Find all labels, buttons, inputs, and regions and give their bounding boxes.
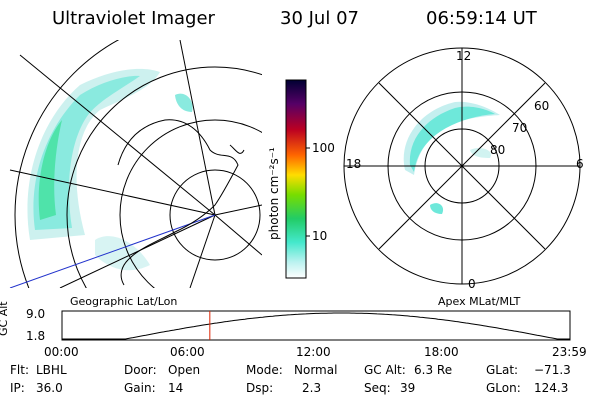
glat-label: GLat: — [486, 363, 519, 377]
mlt-label-18: 18 — [346, 157, 362, 171]
colorbar-tick-100: 100 — [312, 141, 335, 155]
altitude-ymin: 1.8 — [26, 329, 46, 343]
altitude-axis-label: GC Alt — [0, 301, 10, 336]
door-label: Door: — [124, 363, 157, 377]
dsp-value: 2.3 — [302, 381, 322, 395]
time-tick-0600: 06:00 — [170, 345, 205, 359]
gain-value: 14 — [168, 381, 184, 395]
geo-aurora-emission — [27, 68, 193, 271]
instrument-title: Ultraviolet Imager — [52, 8, 215, 29]
gain-label: Gain: — [124, 381, 156, 395]
seq-label: Seq: — [364, 381, 391, 395]
colorbar — [285, 79, 310, 279]
colorbar-tick-10: 10 — [312, 229, 328, 243]
mlt-label-6: 6 — [576, 157, 584, 171]
gcalt-value: 6.3 Re — [414, 363, 453, 377]
time-label: 06:59:14 UT — [426, 8, 537, 29]
polar-panel-label: Apex MLat/MLT — [438, 295, 521, 308]
time-tick-2359: 23:59 — [552, 345, 587, 359]
geographic-panel-label: Geographic Lat/Lon — [70, 295, 178, 308]
mlat-label-70: 70 — [512, 121, 528, 135]
altitude-strip — [61, 310, 571, 341]
time-tick-1800: 18:00 — [424, 345, 459, 359]
geographic-panel — [9, 40, 262, 288]
mlt-label-0: 0 — [468, 277, 476, 291]
seq-value: 39 — [400, 381, 416, 395]
mlt-label-12: 12 — [456, 49, 472, 63]
time-tick-1200: 12:00 — [296, 345, 331, 359]
dsp-label: Dsp: — [246, 381, 274, 395]
ip-value: 36.0 — [36, 381, 63, 395]
mode-label: Mode: — [246, 363, 283, 377]
polar-aurora-emission — [403, 101, 500, 214]
filter-label: Flt: — [10, 363, 29, 377]
mlat-label-80: 80 — [490, 143, 506, 157]
polar-panel — [343, 47, 581, 285]
gcalt-label: GC Alt: — [364, 363, 406, 377]
colorbar-unit-label: photon cm⁻²s⁻¹ — [267, 147, 281, 240]
altitude-ymax: 9.0 — [26, 307, 46, 321]
glat-value: −71.3 — [534, 363, 571, 377]
date-label: 30 Jul 07 — [280, 8, 359, 29]
mlat-label-60: 60 — [534, 99, 550, 113]
glon-value: 124.3 — [534, 381, 569, 395]
filter-value: LBHL — [36, 363, 67, 377]
time-tick-0000: 00:00 — [44, 345, 79, 359]
ip-label: IP: — [10, 381, 25, 395]
door-value: Open — [168, 363, 201, 377]
mode-value: Normal — [294, 363, 338, 377]
glon-label: GLon: — [486, 381, 521, 395]
colorbar-scale — [285, 79, 307, 279]
